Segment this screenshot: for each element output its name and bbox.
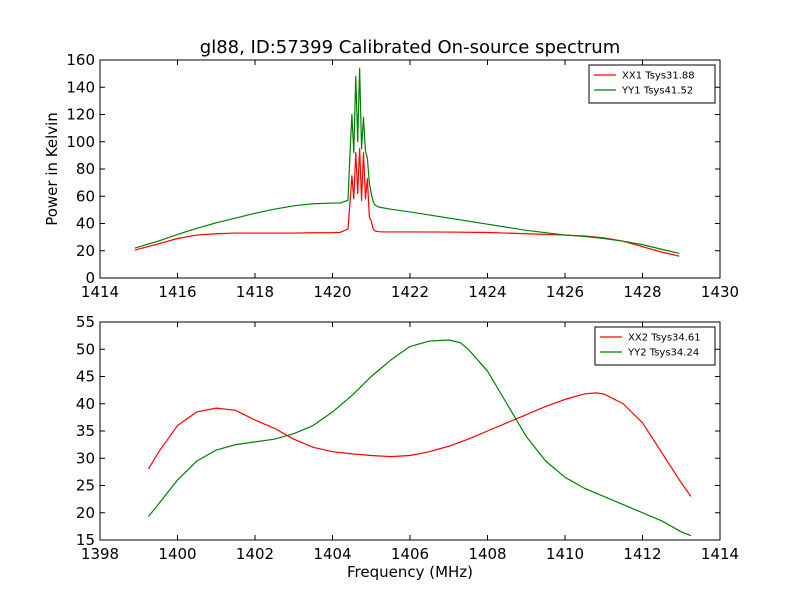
y-tick-label: 30 <box>76 449 95 467</box>
y-tick-label: 160 <box>66 51 95 69</box>
x-tick-label: 1414 <box>81 283 119 301</box>
y-tick-label: 0 <box>85 269 95 287</box>
x-tick-label: 1408 <box>468 545 506 563</box>
y-tick-label: 25 <box>76 477 95 495</box>
y-tick-label: 40 <box>76 215 95 233</box>
y-tick-label: 60 <box>76 187 95 205</box>
x-tick-label: 1420 <box>313 283 351 301</box>
y-tick-label: 20 <box>76 504 95 522</box>
x-tick-label: 1430 <box>701 283 739 301</box>
x-tick-label: 1412 <box>623 545 661 563</box>
y-tick-label: 40 <box>76 395 95 413</box>
series-line-2 <box>147 339 692 537</box>
x-tick-label: 1404 <box>313 545 351 563</box>
legend-label: YY2 Tsys34.24 <box>627 348 699 359</box>
x-tick-label: 1414 <box>701 545 739 563</box>
top-spectrum-panel: 1414 1416 1418 1420 1422 1424 1426 1428 1430 0 20 4… <box>66 51 739 301</box>
legend-label: YY1 Tsys41.52 <box>621 86 693 97</box>
x-tick-label: 1428 <box>623 283 661 301</box>
y-tick-label: 45 <box>76 368 95 386</box>
series-line-1 <box>134 147 680 257</box>
legend-label: XX2 Tsys34.61 <box>628 333 701 344</box>
x-axis-label: Frequency (MHz) <box>347 563 473 581</box>
x-tick-label: 1400 <box>158 545 196 563</box>
y-tick-label: 80 <box>76 160 95 178</box>
x-tick-label: 1402 <box>236 545 274 563</box>
x-tick-label: 1398 <box>81 545 119 563</box>
y-tick-label: 50 <box>76 340 95 358</box>
legend: XX1 Tsys31.88 YY1 Tsys41.52 <box>588 64 716 104</box>
x-tick-label: 1418 <box>236 283 274 301</box>
bottom-spectrum-panel: 1398 1400 1402 1404 1406 1408 1410 1412 1414 15 20… <box>76 313 739 563</box>
legend-box <box>588 64 716 104</box>
y-tick-label: 20 <box>76 242 95 260</box>
x-tick-label: 1406 <box>391 545 429 563</box>
x-tick-label: 1410 <box>546 545 584 563</box>
series-line-1 <box>147 392 692 497</box>
y-tick-label: 140 <box>66 78 95 96</box>
x-tick-label: 1422 <box>391 283 429 301</box>
chart-title: gl88, ID:57399 Calibrated On-source spec… <box>200 37 620 58</box>
y-tick-label: 100 <box>66 133 95 151</box>
y-tick-label: 35 <box>76 422 95 440</box>
y-tick-label: 120 <box>66 106 95 124</box>
x-tick-label: 1426 <box>546 283 584 301</box>
legend: XX2 Tsys34.61 YY2 Tsys34.24 <box>594 326 716 366</box>
legend-label: XX1 Tsys31.88 <box>622 71 695 82</box>
y-tick-label: 55 <box>76 313 95 331</box>
x-tick-label: 1424 <box>468 283 506 301</box>
y-axis-label: Power in Kelvin <box>43 112 61 226</box>
y-tick-label: 15 <box>76 531 95 549</box>
x-tick-label: 1416 <box>158 283 196 301</box>
series-line-2 <box>134 67 680 255</box>
legend-box <box>594 326 716 366</box>
